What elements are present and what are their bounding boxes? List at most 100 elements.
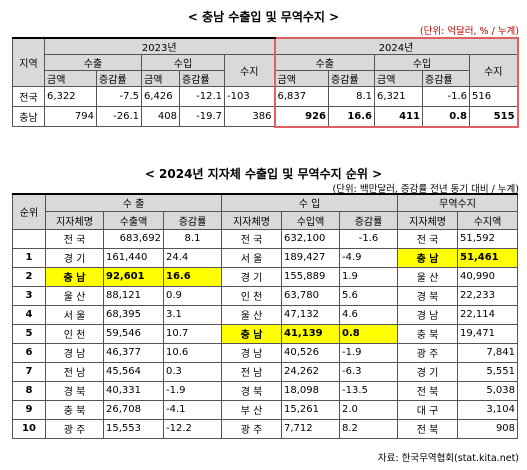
balance-amount-cell: 51,592 <box>457 228 519 249</box>
change-cell: -1.9 <box>339 342 399 363</box>
change-cell: -12.1 <box>179 86 225 107</box>
change-cell: 0.3 <box>162 361 223 382</box>
region-cell: 인 천 <box>45 323 104 344</box>
balance-cell: -103 <box>224 86 275 107</box>
change-cell: 24.4 <box>162 247 223 268</box>
t1-header-2023: 2023년 <box>44 37 275 55</box>
change-cell: -12.2 <box>162 418 223 439</box>
import-amount-cell: 18,098 <box>281 380 341 401</box>
region-cell: 인 천 <box>221 285 283 306</box>
table-row: 7 전 남 45,564 0.3 전 남 24,262 -6.3 경 기 5,5… <box>12 361 519 382</box>
export-amount-cell: 45,564 <box>103 361 164 382</box>
export-amount-cell: 46,377 <box>103 342 164 363</box>
balance-amount-cell: 22,114 <box>457 304 519 325</box>
change-cell: -19.7 <box>179 106 225 127</box>
region-cell: 경 남 <box>45 342 104 363</box>
change-cell: -4.1 <box>162 399 223 420</box>
change-cell: -7.5 <box>96 86 142 107</box>
export-amount-cell: 40,331 <box>103 380 164 401</box>
table-row: 5 인 천 59,546 10.7 충 남 41,139 0.8 충 북 19,… <box>12 323 519 344</box>
t2-header-balance: 무역수지 <box>397 193 519 212</box>
region-cell: 충 남 <box>45 266 104 287</box>
t1-sub-change: 증감률 <box>96 70 142 87</box>
balance-amount-cell: 40,990 <box>457 266 519 287</box>
t1-sub-amount: 금액 <box>374 70 423 87</box>
t1-sub-amount: 금액 <box>44 70 97 87</box>
rank-cell <box>12 228 46 249</box>
import-amount-cell: 40,526 <box>281 342 341 363</box>
region-cell: 전 남 <box>45 361 104 382</box>
t1-header-2024: 2024년 <box>273 37 519 55</box>
rank-cell: 10 <box>12 418 46 439</box>
t2-sub-region: 지자체명 <box>45 210 104 230</box>
region-cell: 충 북 <box>397 323 459 344</box>
balance-amount-cell: 5,038 <box>457 380 519 401</box>
rank-cell: 8 <box>12 380 46 401</box>
region-cell: 부 산 <box>221 399 283 420</box>
region-cell: 서 울 <box>221 247 283 268</box>
region-cell: 경 남 <box>221 342 283 363</box>
region-cell: 경 기 <box>221 266 283 287</box>
t1-sub-amount: 금액 <box>141 70 180 87</box>
export-cell: 6,322 <box>44 86 97 107</box>
balance-amount-cell: 51,461 <box>457 247 519 268</box>
region-cell: 광 주 <box>45 418 104 439</box>
t2-sub-change: 증감률 <box>162 210 223 230</box>
t1-sub-amount: 금액 <box>273 70 329 87</box>
import-amount-cell: 47,132 <box>281 304 341 325</box>
change-cell: 2.0 <box>339 399 399 420</box>
region-cell: 경 북 <box>45 380 104 401</box>
change-cell: 0.8 <box>422 106 470 128</box>
rank-cell: 9 <box>12 399 46 420</box>
region-cell: 충 남 <box>221 323 283 344</box>
t1-sub-change: 증감률 <box>328 70 375 87</box>
change-cell: 16.6 <box>162 266 223 287</box>
import-amount-cell: 189,427 <box>281 247 341 268</box>
region-cell: 충남 <box>12 106 45 127</box>
t2-header-export: 수 출 <box>44 193 223 212</box>
t1-header-import-2023: 수입 <box>141 54 225 71</box>
change-cell: -13.5 <box>339 380 399 401</box>
export-amount-cell: 59,546 <box>103 323 164 344</box>
table1: 지역 2023년 2024년 수출 수입 수지 수출 수입 수지 금액 증감률 … <box>12 37 519 128</box>
table2: 순위 수 출 수 입 무역수지 지자체명 수출액 증감률 지자체명 수입액 증감… <box>12 193 519 439</box>
t2-sub-import-amt: 수입액 <box>281 210 341 230</box>
region-cell: 경 기 <box>45 247 104 268</box>
change-cell: 4.6 <box>339 304 399 325</box>
table-row: 1 경 기 161,440 24.4 서 울 189,427 -4.9 충 남 … <box>12 247 519 268</box>
change-cell: 8.1 <box>162 228 223 249</box>
region-cell: 전 국 <box>397 228 459 249</box>
region-cell: 울 산 <box>221 304 283 325</box>
change-cell: 8.2 <box>339 418 399 439</box>
import-cell: 411 <box>374 106 423 128</box>
t2-header-rank: 순위 <box>12 193 46 230</box>
region-cell: 전 남 <box>221 361 283 382</box>
table1-unit-note: (단위: 억달러, % / 누계) <box>419 26 519 37</box>
import-amount-cell: 7,712 <box>281 418 341 439</box>
table-row: 충남 794 -26.1 408 -19.7 386 926 16.6 411 … <box>12 106 519 128</box>
region-cell: 전 국 <box>45 228 104 249</box>
rank-cell: 3 <box>12 285 46 306</box>
rank-cell: 4 <box>12 304 46 325</box>
change-cell: -26.1 <box>96 106 142 127</box>
balance-cell: 386 <box>224 106 275 127</box>
rank-cell: 6 <box>12 342 46 363</box>
change-cell: 3.1 <box>162 304 223 325</box>
change-cell: 0.9 <box>162 285 223 306</box>
rank-cell: 2 <box>12 266 46 287</box>
table-row: 9 충 북 26,708 -4.1 부 산 15,261 2.0 대 구 3,1… <box>12 399 519 420</box>
change-cell: -1.9 <box>162 380 223 401</box>
table1-title: < 충남 수출입 및 무역수지 > <box>187 10 340 24</box>
balance-amount-cell: 3,104 <box>457 399 519 420</box>
import-amount-cell: 155,889 <box>281 266 341 287</box>
balance-amount-cell: 7,841 <box>457 342 519 363</box>
rank-cell: 5 <box>12 323 46 344</box>
export-amount-cell: 161,440 <box>103 247 164 268</box>
rank-cell: 7 <box>12 361 46 382</box>
change-cell: -1.6 <box>422 86 470 107</box>
import-amount-cell: 15,261 <box>281 399 341 420</box>
region-cell: 울 산 <box>45 285 104 306</box>
export-cell: 6,837 <box>273 86 329 107</box>
region-cell: 서 울 <box>45 304 104 325</box>
region-cell: 경 북 <box>221 380 283 401</box>
